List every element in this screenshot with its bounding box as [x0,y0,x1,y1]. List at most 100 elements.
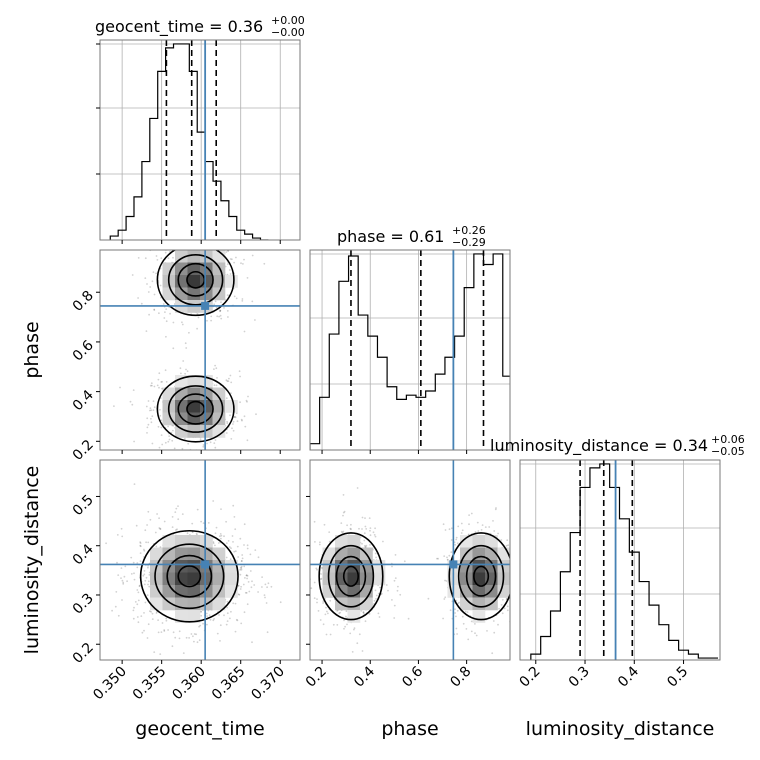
sample-point [215,306,218,309]
sample-point [244,425,247,428]
sample-point [126,580,128,583]
sample-point [336,609,338,612]
sample-point [254,549,257,551]
x-tick-label: 0.370 [248,664,288,704]
sample-point [210,315,213,318]
sample-point [153,385,156,388]
sample-point [144,579,147,582]
sample-point [219,533,222,535]
svg-text:+0.00: +0.00 [271,14,305,27]
sample-point [143,583,146,586]
density-cell [225,275,238,288]
y-tick-label: 0.3 [70,590,97,617]
sample-point [159,408,161,411]
sample-point [207,522,210,524]
sample-point [236,420,239,423]
density-geocent_time-luminosity_distance: 0.350 0.355 0.360 0.365 0.370 0.2 0.3 0.4 0.5 [70,459,301,704]
sample-point [313,597,316,599]
density-cell [212,560,226,573]
sample-point [230,381,233,384]
sample-point [319,619,322,621]
contour-level-3 [473,565,490,587]
sample-point [184,438,186,440]
sample-point [266,586,268,589]
sample-point [138,584,141,587]
sample-point [474,623,476,625]
sample-point [226,310,229,312]
sample-point [497,532,499,535]
sample-point [442,617,444,620]
sample-point [225,379,228,382]
sample-point [455,599,458,602]
sample-point [167,629,170,631]
contour-level-2 [335,555,367,597]
sample-point [305,583,307,585]
sample-point [243,523,246,526]
sample-point [231,427,233,430]
sample-point [374,527,376,530]
sample-point [327,612,329,615]
sample-point [470,630,473,633]
contour-level-0 [156,250,235,317]
density-cell [225,560,238,573]
sample-point [137,591,140,594]
sample-point [393,617,396,619]
sample-point [486,630,488,632]
sample-point [147,423,150,426]
sample-point [155,255,158,257]
density-cell [212,547,226,561]
sample-point [248,590,251,593]
sample-point [316,568,318,571]
density-cell [175,547,188,561]
sample-point [444,529,447,531]
sample-point [160,631,163,633]
sample-point [467,638,470,641]
sample-point [233,415,236,418]
density-cell [322,585,336,598]
sample-point [316,598,318,600]
sample-point [374,535,377,538]
sample-point [477,530,480,532]
sample-point [442,523,445,526]
sample-point [454,612,456,614]
sample-point [266,631,269,634]
sample-point [158,446,161,449]
sample-point [227,540,230,542]
histogram-step-geocent_time [109,43,269,240]
sample-point [226,294,229,296]
sample-point [363,532,366,535]
sample-point [374,589,377,592]
density-cell [162,412,176,426]
sample-point [180,372,182,375]
sample-point [322,602,324,604]
sample-point [212,542,215,545]
density-cell [372,560,386,573]
sample-point [363,539,366,542]
truth-marker [201,560,210,569]
sample-point [492,620,495,622]
sample-point [461,529,464,532]
sample-point [130,556,133,559]
xlabel-phase: phase [381,718,438,740]
sample-point [270,585,273,588]
sample-point [375,556,377,559]
sample-point [231,535,234,537]
sample-point [233,295,236,298]
density-cell [497,585,510,598]
sample-point [239,568,242,571]
sample-point [243,415,246,418]
sample-point [158,372,161,375]
sample-point [253,584,256,586]
sample-point [137,599,140,602]
sample-point [512,555,514,557]
density-cell [187,547,201,561]
contour-level-3 [177,565,202,588]
sample-point [329,633,332,636]
sample-point [213,442,216,444]
sample-point [143,549,146,552]
density-cell [175,425,188,438]
density-cell [225,400,238,413]
sample-point [230,610,232,613]
contour-level-0 [318,532,384,621]
sample-point [397,585,399,588]
